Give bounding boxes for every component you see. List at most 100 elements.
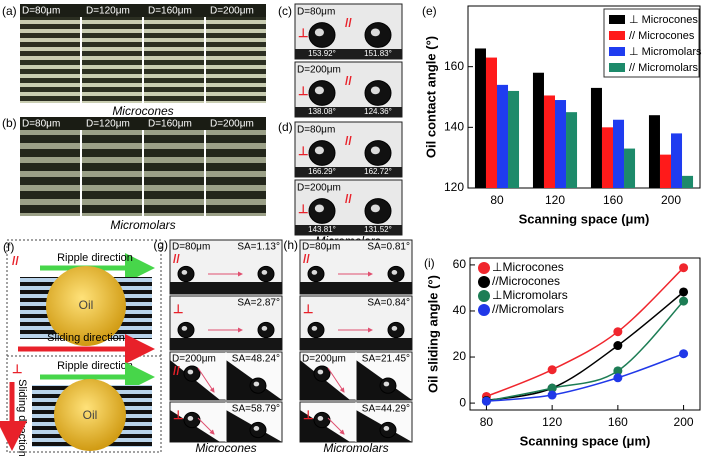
bar <box>648 115 660 188</box>
bar <box>601 127 613 188</box>
sliding-label: Sliding direction <box>16 379 28 456</box>
symbol: ⊥ <box>303 408 313 422</box>
highlight <box>383 426 390 431</box>
ripple-label: Ripple direction <box>57 360 133 372</box>
panel-label: (d) <box>278 120 293 134</box>
sliding-angle: SA=21.45° <box>362 354 410 365</box>
caption: Micromolars <box>110 218 175 232</box>
d-label: D=80μm <box>22 119 60 130</box>
panel-label: (i) <box>424 256 435 270</box>
move-arrow <box>197 417 215 435</box>
legend-label: ⊥ Microcones <box>629 14 698 26</box>
bar <box>485 57 497 188</box>
d-label: D=200μm <box>172 354 216 365</box>
y-axis-label: Oil sliding angle (°) <box>425 275 440 393</box>
legend-swatch <box>609 63 625 72</box>
point <box>613 341 623 351</box>
panel-label: (g) <box>153 238 168 252</box>
x-axis-label: Scanning space (μm) <box>519 211 650 226</box>
substrate <box>295 49 402 59</box>
contact-angle: 153.92° <box>308 49 336 58</box>
d-label: D=160μm <box>148 119 192 130</box>
oil-drop <box>46 266 126 346</box>
sliding-angle: SA=1.13° <box>237 242 280 253</box>
y-tick-label: 20 <box>453 349 467 363</box>
x-tick-label: 200 <box>661 193 681 207</box>
sliding-angle: SA=58.79° <box>232 404 280 415</box>
substrate <box>170 282 282 294</box>
series-line <box>486 352 684 402</box>
bar <box>671 133 683 188</box>
symbol: ⊥ <box>173 408 183 422</box>
symbol: // <box>345 192 352 206</box>
plot-frame <box>469 257 701 411</box>
legend-label: ⊥ Micromolars <box>629 46 702 58</box>
move-arrow <box>197 367 215 393</box>
point <box>547 365 557 375</box>
x-tick-label: 120 <box>545 193 565 207</box>
substrate <box>300 282 412 294</box>
d-label: D=120μm <box>86 119 130 130</box>
bar <box>682 175 694 188</box>
y-tick-label: 160 <box>444 59 464 73</box>
point <box>547 390 557 400</box>
contact-angle: 162.72° <box>364 167 392 176</box>
contact-angle: 131.52° <box>364 225 392 234</box>
d-label: D=80μm <box>22 6 60 17</box>
symbol: // <box>303 252 310 266</box>
series-line <box>486 267 685 398</box>
legend-label: // Microcones <box>629 30 695 42</box>
highlight <box>314 86 324 95</box>
panel-label: (a) <box>2 4 17 18</box>
point <box>679 296 689 306</box>
photo-b <box>20 117 266 216</box>
substrate <box>295 107 402 117</box>
bar <box>543 95 555 188</box>
contact-angle: 124.36° <box>364 107 392 116</box>
bar <box>532 72 544 188</box>
substrate <box>295 225 402 235</box>
legend-marker <box>478 276 490 288</box>
series-line <box>486 291 685 402</box>
sliding-angle: SA=0.84° <box>367 298 410 309</box>
d-label: D=80μm <box>297 7 335 18</box>
point <box>679 349 689 359</box>
d-label: D=200μm <box>210 6 254 17</box>
point <box>679 263 689 273</box>
bar <box>590 87 602 188</box>
panel-label: (f) <box>3 240 14 254</box>
d-label: D=160μm <box>148 6 192 17</box>
highlight <box>187 416 194 421</box>
legend-label: ⊥Microcones <box>492 260 564 274</box>
bar <box>555 100 567 188</box>
panel-label: (b) <box>2 116 17 130</box>
highlight <box>253 426 260 431</box>
oil-label: Oil <box>79 298 94 312</box>
contact-angle: 143.81° <box>308 225 336 234</box>
y-tick-label: 0 <box>459 395 466 409</box>
caption: Micromolars <box>323 441 388 455</box>
d-label: D=80μm <box>172 242 210 253</box>
legend-label: ⊥Micromolars <box>492 288 568 302</box>
highlight <box>314 146 324 155</box>
symbol: ⊥ <box>173 302 183 316</box>
symbol: // <box>173 252 180 266</box>
d-label: D=200μm <box>297 183 341 194</box>
y-tick-label: 120 <box>444 180 464 194</box>
panel-label: (h) <box>283 238 298 252</box>
caption: Microcones <box>195 441 256 455</box>
sliding-label: Sliding direction <box>47 332 125 344</box>
x-tick-label: 160 <box>603 193 623 207</box>
legend-marker <box>478 290 490 302</box>
ripple-label: Ripple direction <box>57 252 133 264</box>
panel-frame <box>6 239 162 453</box>
oil-label: Oil <box>83 408 98 422</box>
x-tick-label: 120 <box>542 415 562 429</box>
highlight <box>261 270 268 275</box>
substrate <box>170 338 282 350</box>
contact-angle: 151.83° <box>364 49 392 58</box>
move-arrow <box>327 417 345 435</box>
series-line <box>486 300 685 402</box>
highlight <box>370 86 380 95</box>
sliding-angle: SA=44.29° <box>362 404 410 415</box>
